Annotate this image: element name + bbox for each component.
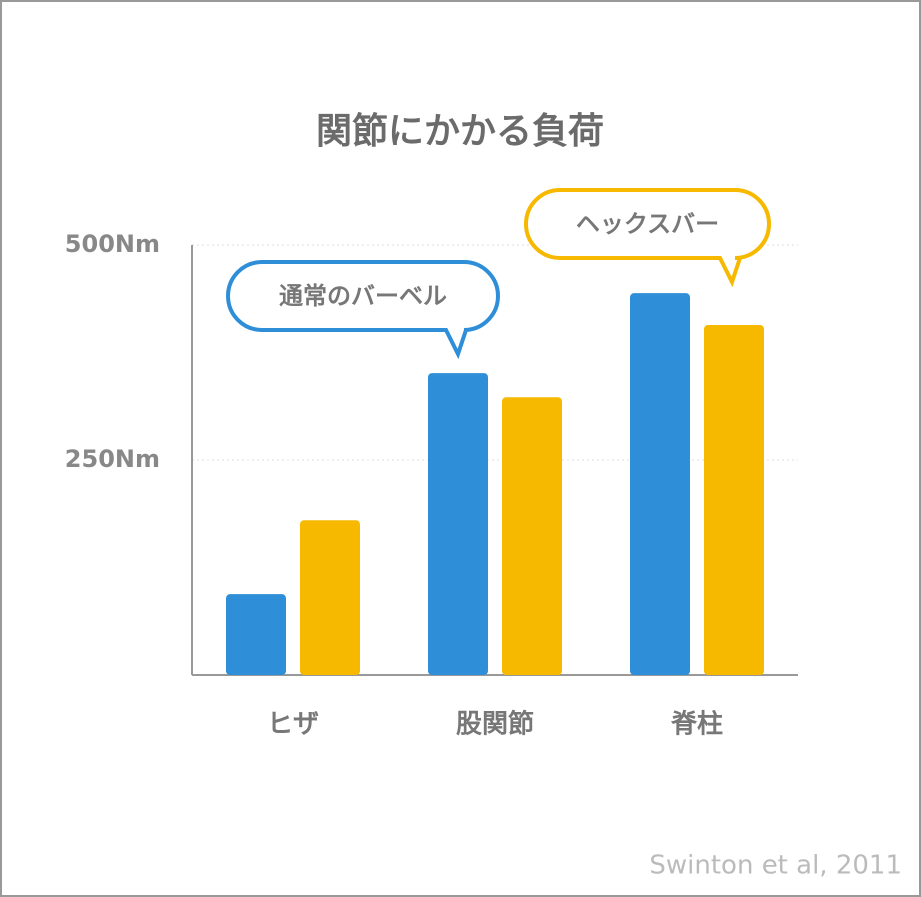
x-tick-label: 股関節	[456, 709, 534, 740]
bar	[704, 324, 764, 675]
legend-bubble	[226, 260, 500, 360]
bar	[300, 520, 360, 675]
x-tick-label: ヒザ	[267, 710, 319, 740]
bar	[428, 373, 488, 675]
legend-label: 通常のバーベル	[279, 282, 447, 310]
y-tick-label: 500Nm	[65, 230, 160, 258]
legend-bubble	[524, 188, 771, 288]
bar	[502, 397, 562, 675]
legend-label: ヘックスバー	[576, 210, 719, 238]
source: Swinton et al, 2011	[649, 851, 902, 881]
chart-title: 関節にかかる負荷	[316, 111, 604, 152]
x-tick-label: 脊柱	[670, 710, 723, 740]
bar	[630, 293, 690, 675]
bar	[226, 594, 286, 675]
y-tick-label: 250Nm	[65, 445, 160, 473]
